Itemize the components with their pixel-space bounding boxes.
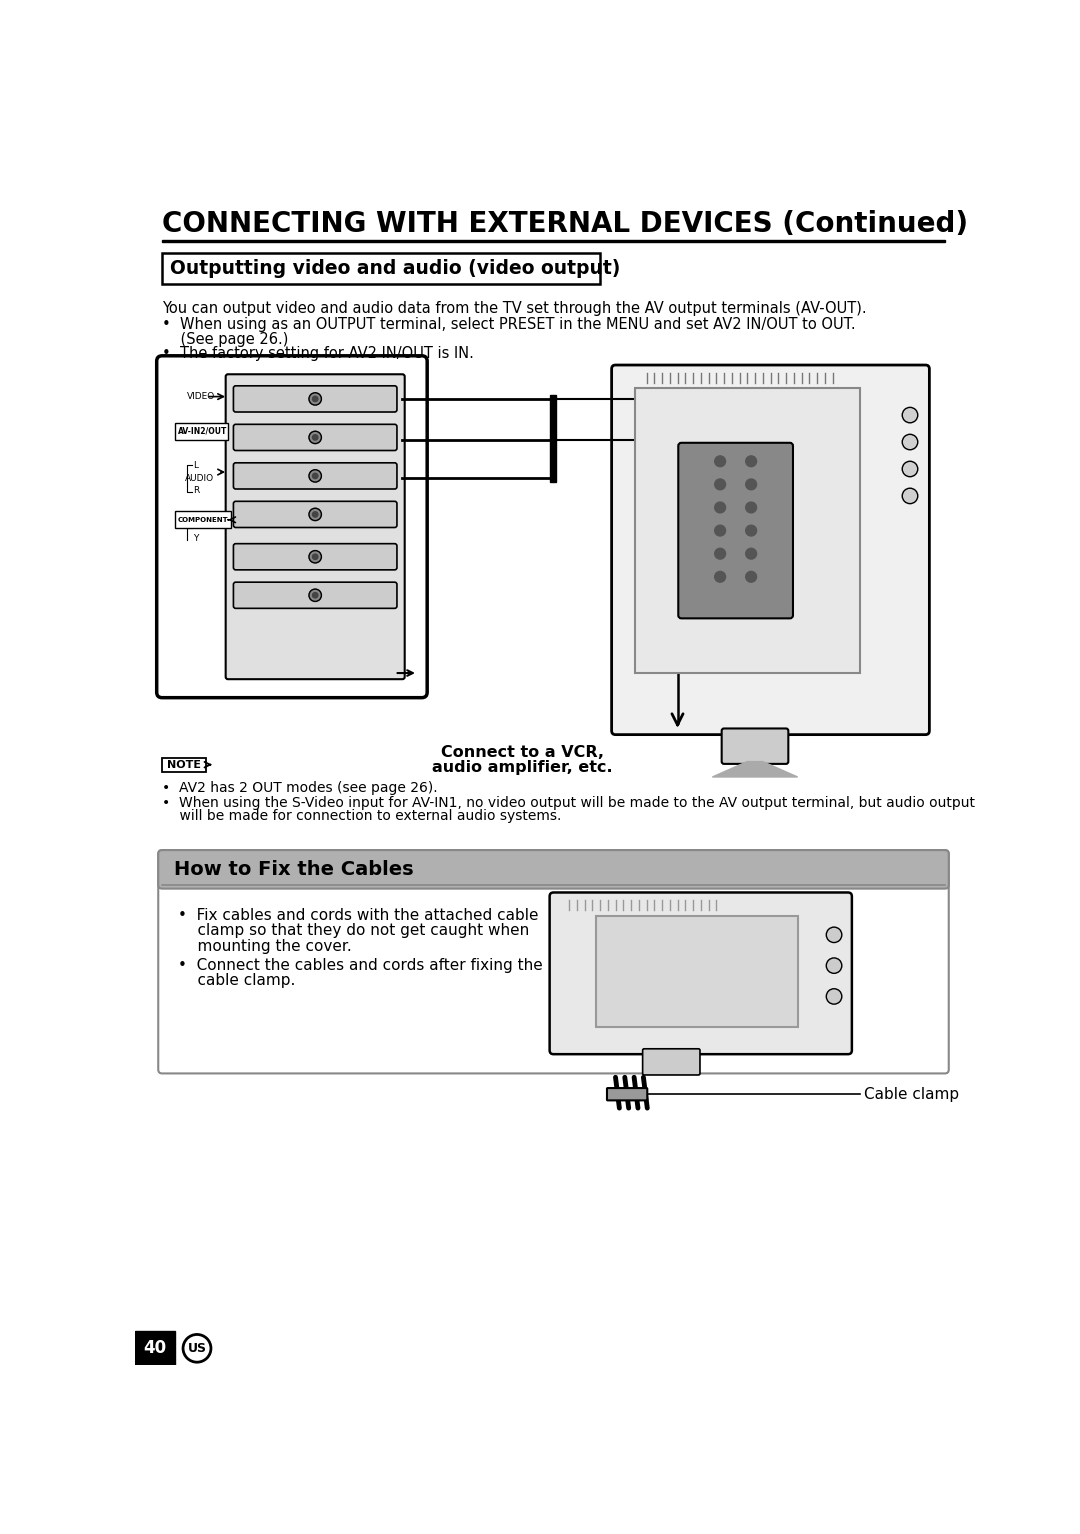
FancyBboxPatch shape [159,850,948,888]
Circle shape [745,479,757,489]
FancyBboxPatch shape [233,425,397,451]
Bar [635,388,860,673]
FancyBboxPatch shape [233,543,397,569]
Circle shape [312,396,318,402]
Circle shape [715,502,726,512]
Circle shape [309,551,322,563]
FancyBboxPatch shape [233,463,397,489]
Text: cable clamp.: cable clamp. [177,974,295,988]
Bar [135,1332,175,1365]
Text: L: L [193,462,198,471]
Bar [162,253,600,284]
Bar [550,396,556,482]
Circle shape [715,548,726,558]
FancyBboxPatch shape [159,850,948,1074]
Circle shape [309,589,322,601]
Text: 40: 40 [144,1339,166,1358]
Text: •  AV2 has 2 OUT modes (see page 26).: • AV2 has 2 OUT modes (see page 26). [162,781,437,795]
FancyBboxPatch shape [226,374,405,680]
Circle shape [309,469,322,482]
Text: R: R [193,486,200,495]
Circle shape [312,434,318,440]
Circle shape [745,548,757,558]
Text: Outputting video and audio (video output): Outputting video and audio (video output… [170,259,620,278]
Text: (See page 26.): (See page 26.) [162,331,288,347]
Circle shape [312,554,318,560]
Circle shape [745,502,757,512]
Circle shape [312,592,318,598]
Text: VIDEO: VIDEO [187,393,215,400]
Circle shape [902,462,918,477]
Circle shape [826,989,841,1005]
FancyBboxPatch shape [233,502,397,528]
Text: You can output video and audio data from the TV set through the AV output termin: You can output video and audio data from… [162,301,867,316]
Text: mounting the cover.: mounting the cover. [177,939,351,954]
Text: will be made for connection to external audio systems.: will be made for connection to external … [162,810,562,824]
Circle shape [745,456,757,466]
FancyBboxPatch shape [678,443,793,618]
Circle shape [312,512,318,517]
Text: Connect to a VCR,: Connect to a VCR, [441,744,604,759]
Circle shape [715,525,726,535]
Text: audio amplifier, etc.: audio amplifier, etc. [432,759,612,775]
Circle shape [745,571,757,583]
FancyBboxPatch shape [550,893,852,1054]
Text: Y: Y [193,534,199,543]
Circle shape [715,479,726,489]
FancyBboxPatch shape [611,365,930,735]
Circle shape [309,431,322,443]
Circle shape [902,408,918,423]
Circle shape [309,508,322,520]
Bar [596,916,798,1028]
Text: CONNECTING WITH EXTERNAL DEVICES (Continued): CONNECTING WITH EXTERNAL DEVICES (Contin… [162,210,969,238]
Text: •  The factory setting for AV2 IN/OUT is IN.: • The factory setting for AV2 IN/OUT is … [162,345,474,360]
Circle shape [826,957,841,974]
FancyBboxPatch shape [233,583,397,609]
Circle shape [309,393,322,405]
Circle shape [902,488,918,503]
Text: AV-IN2/OUT: AV-IN2/OUT [177,426,227,436]
FancyBboxPatch shape [643,1049,700,1075]
Text: clamp so that they do not get caught when: clamp so that they do not get caught whe… [177,923,529,939]
Text: NOTE: NOTE [166,759,201,770]
Text: •  Connect the cables and cords after fixing the: • Connect the cables and cords after fix… [177,957,542,973]
Bar [175,511,231,528]
FancyBboxPatch shape [607,1088,647,1100]
FancyBboxPatch shape [721,729,788,764]
Text: Cable clamp: Cable clamp [864,1086,959,1101]
Text: •  Fix cables and cords with the attached cable: • Fix cables and cords with the attached… [177,908,538,923]
FancyBboxPatch shape [233,387,397,413]
Circle shape [312,472,318,479]
Text: •  When using as an OUTPUT terminal, select PRESET in the MENU and set AV2 IN/OU: • When using as an OUTPUT terminal, sele… [162,316,855,331]
Text: US: US [188,1342,206,1355]
Bar [175,423,228,440]
Polygon shape [713,761,798,778]
Text: How to Fix the Cables: How to Fix the Cables [174,861,414,879]
FancyBboxPatch shape [157,356,428,698]
Circle shape [902,434,918,449]
Text: AUDIO: AUDIO [186,474,215,483]
Circle shape [715,456,726,466]
Bar [162,239,945,242]
Bar [162,758,205,772]
Text: COMPONENT: COMPONENT [177,517,228,523]
Text: •  When using the S-Video input for AV-IN1, no video output will be made to the : • When using the S-Video input for AV-IN… [162,796,975,810]
Circle shape [826,927,841,942]
Circle shape [745,525,757,535]
Circle shape [715,571,726,583]
